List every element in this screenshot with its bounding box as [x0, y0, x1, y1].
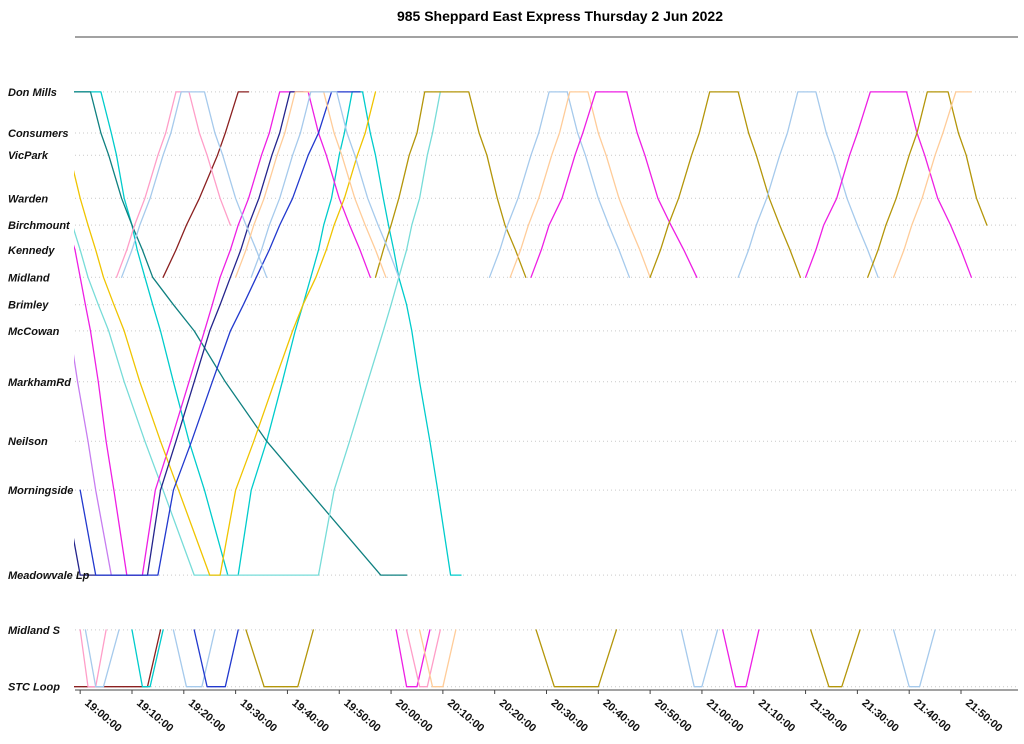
station-label: Midland S — [8, 625, 61, 637]
x-axis-labels: 19:00:00 19:10:00 19:20:00 19:30:00 19:40:00… — [79, 690, 1005, 735]
chart-title: 985 Sheppard East Express Thursday 2 Jun… — [397, 8, 723, 24]
trip-magenta-stc-v-1 — [395, 629, 431, 688]
x-tick-label: 20:00:00 — [393, 697, 434, 735]
trip-lines — [74, 91, 988, 688]
station-label: Consumers — [8, 128, 69, 140]
station-label: Midland — [8, 272, 50, 284]
trip-magenta-meadowvale-round — [74, 91, 371, 576]
trip-lightblue-stc-v-3 — [680, 629, 719, 688]
trip-palecyan-meadowvale-round — [74, 91, 441, 576]
station-label: Meadowvale Lp — [8, 570, 90, 582]
x-tick-label: 19:20:00 — [186, 697, 227, 735]
x-tick-label: 19:00:00 — [82, 697, 123, 735]
trip-lightblue-stc-v-1 — [84, 629, 120, 688]
trip-gold-meadowvale-round — [74, 91, 377, 576]
station-label: Birchmount — [8, 220, 71, 232]
station-label: Morningside — [8, 485, 73, 497]
trip-violet-meadowvale-out — [74, 354, 123, 576]
trip-cyan-meadowvale-round — [74, 91, 462, 576]
trip-pink-stc-v-2 — [405, 629, 441, 688]
trip-magenta-trip-3 — [804, 91, 973, 278]
station-label: Kennedy — [8, 245, 55, 257]
x-tick-label: 20:10:00 — [445, 697, 486, 735]
x-tick-label: 21:40:00 — [911, 697, 952, 735]
trip-blue-meadowvale-round — [79, 91, 361, 576]
trip-olive-trip-2 — [649, 91, 802, 278]
x-tick-label: 20:20:00 — [497, 697, 538, 735]
trip-teal-meadowvale-out — [74, 91, 408, 576]
gridlines — [75, 91, 1018, 688]
trip-blue-stc-v — [193, 629, 239, 688]
trip-pink-stc-v-1 — [79, 629, 107, 688]
station-labels: Don Mills Consumers VicPark Warden Birchmoun… — [8, 87, 90, 694]
x-tick-label: 19:10:00 — [134, 697, 175, 735]
trip-magenta-stc-v-2 — [722, 629, 760, 688]
x-tick-label: 21:30:00 — [859, 697, 900, 735]
trip-lightblue-stc-v-2 — [172, 629, 216, 688]
station-label: MarkhamRd — [8, 377, 71, 389]
trip-lightblue-stc-v-4 — [892, 629, 936, 688]
trip-lightblue-trip-3 — [488, 91, 631, 278]
station-label: Warden — [8, 193, 48, 205]
trip-pink-inbound — [115, 91, 232, 278]
station-label: Neilson — [8, 436, 48, 448]
trip-lightblue-trip-4 — [737, 91, 879, 278]
trip-peach-trip-2 — [509, 91, 651, 278]
station-label: VicPark — [8, 150, 49, 162]
trip-lightblue-trip-2 — [250, 91, 400, 278]
x-tick-label: 21:00:00 — [704, 697, 745, 735]
x-tick-label: 21:10:00 — [756, 697, 797, 735]
trip-magenta-trip-2 — [530, 91, 698, 278]
trip-olive-trip-3 — [867, 91, 988, 278]
trip-lightblue-trip-1 — [120, 91, 268, 278]
station-label: Brimley — [8, 300, 49, 312]
trip-peach-trip-1 — [234, 91, 387, 278]
x-tick-label: 20:40:00 — [600, 697, 641, 735]
trip-olive-stc-v-1 — [245, 629, 314, 688]
trip-maroon-stc-layover — [74, 629, 162, 688]
station-label: STC Loop — [8, 682, 60, 694]
trip-olive-stc-v-2 — [535, 629, 618, 688]
station-label: McCowan — [8, 326, 60, 338]
trip-olive-trip-1 — [374, 91, 527, 278]
x-tick-label: 21:50:00 — [963, 697, 1004, 735]
trip-navy-meadowvale-round — [74, 91, 304, 576]
x-tick-label: 20:30:00 — [549, 697, 590, 735]
station-label: Don Mills — [8, 87, 57, 99]
x-tick-label: 19:50:00 — [341, 697, 382, 735]
trip-cyan-stc-v — [131, 629, 164, 688]
trip-peach-trip-3 — [892, 91, 973, 278]
trip-maroon-inbound — [162, 91, 250, 278]
x-tick-label: 21:20:00 — [808, 697, 849, 735]
x-tick-label: 19:30:00 — [238, 697, 279, 735]
x-tick-label: 20:50:00 — [652, 697, 693, 735]
x-tick-label: 19:40:00 — [290, 697, 331, 735]
trip-olive-stc-v-3 — [810, 629, 861, 688]
trip-peach-stc-v-1 — [418, 629, 457, 688]
